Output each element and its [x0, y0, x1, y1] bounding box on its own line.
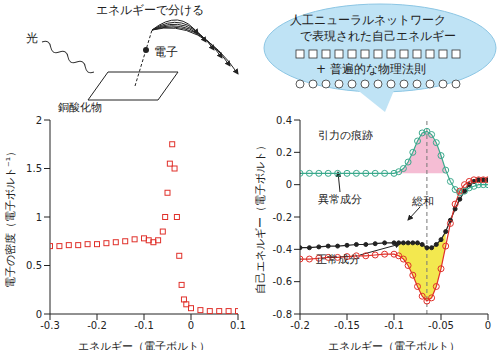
svg-text:2: 2: [36, 115, 42, 126]
svg-text:0.5: 0.5: [26, 260, 42, 271]
html-text:正常成分: 正常成分: [316, 253, 360, 266]
html-text:エネルギーで分ける: エネルギーで分ける: [96, 3, 204, 17]
svg-text:-0.8: -0.8: [272, 309, 292, 320]
svg-text:-0.2: -0.2: [290, 320, 310, 331]
svg-text:-0.05: -0.05: [428, 320, 454, 331]
svg-text:0: 0: [286, 179, 292, 190]
html-text:引力の痕跡: 引力の痕跡: [318, 129, 373, 142]
html-text:銅酸化物: 銅酸化物: [58, 101, 102, 114]
svg-text:-0.15: -0.15: [334, 320, 360, 331]
svg-text:自己エネルギー（電子ボルト）: 自己エネルギー（電子ボルト）: [254, 140, 267, 294]
svg-text:0: 0: [188, 320, 194, 331]
svg-text:1.5: 1.5: [26, 163, 42, 174]
html-text:総和: 総和: [412, 195, 434, 208]
svg-text:0: 0: [36, 309, 42, 320]
html-text:で表現された自己エネルギー: で表現された自己エネルギー: [300, 29, 456, 43]
html-text:人工ニューラルネットワーク: 人工ニューラルネットワーク: [290, 13, 446, 27]
svg-text:-0.4: -0.4: [272, 244, 292, 255]
svg-text:-0.1: -0.1: [384, 320, 404, 331]
html-text:光: 光: [26, 31, 38, 45]
svg-text:0.4: 0.4: [276, 115, 292, 126]
svg-text:0.1: 0.1: [230, 320, 246, 331]
svg-text:-0.3: -0.3: [40, 320, 60, 331]
svg-text:エネルギー（電子ボルト）: エネルギー（電子ボルト）: [78, 340, 210, 350]
svg-text:0.2: 0.2: [276, 147, 292, 158]
html-text:異常成分: 異常成分: [318, 193, 362, 206]
svg-text:エネルギー（電子ボルト）: エネルギー（電子ボルト）: [328, 340, 460, 350]
svg-text:-0.1: -0.1: [134, 320, 154, 331]
svg-text:-0.6: -0.6: [272, 276, 292, 287]
svg-text:-0.2: -0.2: [272, 212, 292, 223]
svg-text:電子の密度（電子ボルト⁻¹）: 電子の密度（電子ボルト⁻¹）: [8, 146, 17, 288]
svg-text:0: 0: [485, 320, 491, 331]
svg-text:-0.2: -0.2: [87, 320, 107, 331]
html-text:電子: 電子: [154, 45, 178, 59]
svg-text:1: 1: [36, 212, 42, 223]
html-text:+ 普遍的な物理法則: + 普遍的な物理法則: [316, 62, 426, 76]
